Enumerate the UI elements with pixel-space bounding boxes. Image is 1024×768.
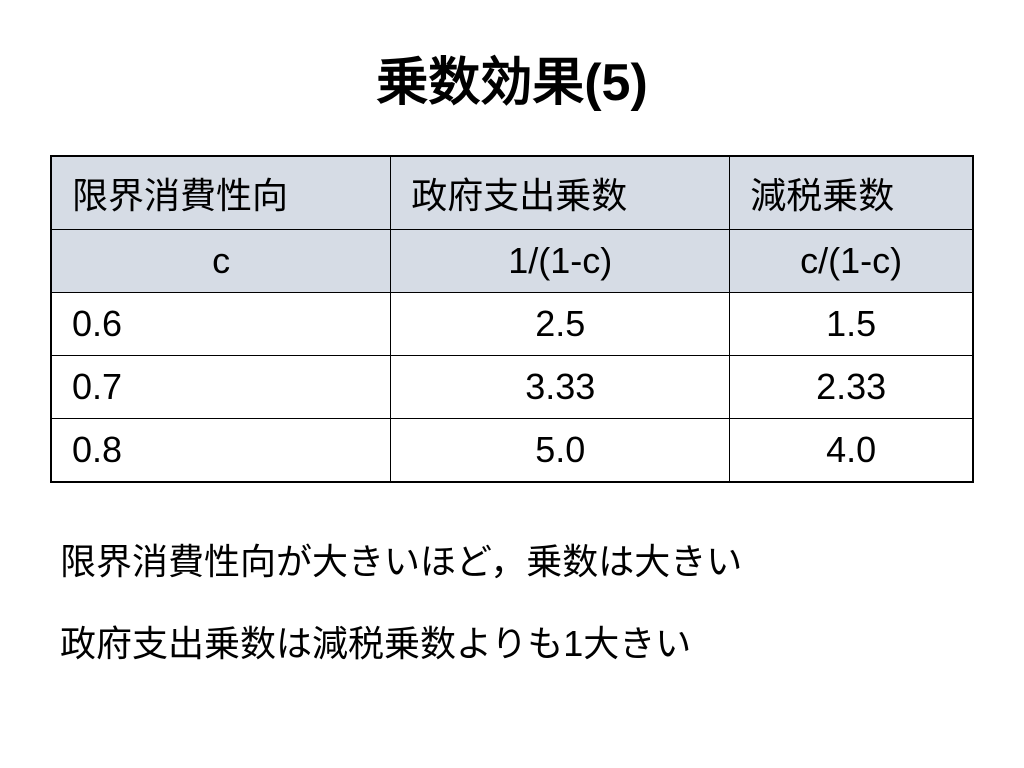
note-line-2: 政府支出乗数は減税乗数よりも1大きい	[60, 615, 974, 667]
note-line-1: 限界消費性向が大きいほど，乗数は大きい	[60, 533, 974, 585]
cell-tax-2: 4.0	[730, 419, 973, 483]
cell-gov-2: 5.0	[391, 419, 730, 483]
formula-c: c	[51, 230, 391, 293]
header-mpc: 限界消費性向	[51, 156, 391, 230]
cell-gov-0: 2.5	[391, 293, 730, 356]
header-tax-multiplier: 減税乗数	[730, 156, 973, 230]
header-gov-multiplier: 政府支出乗数	[391, 156, 730, 230]
table-row: 0.8 5.0 4.0	[51, 419, 973, 483]
formula-gov: 1/(1-c)	[391, 230, 730, 293]
formula-tax: c/(1-c)	[730, 230, 973, 293]
cell-tax-1: 2.33	[730, 356, 973, 419]
table-header-row: 限界消費性向 政府支出乗数 減税乗数	[51, 156, 973, 230]
table-row: 0.7 3.33 2.33	[51, 356, 973, 419]
cell-c-2: 0.8	[51, 419, 391, 483]
cell-gov-1: 3.33	[391, 356, 730, 419]
cell-c-0: 0.6	[51, 293, 391, 356]
cell-c-1: 0.7	[51, 356, 391, 419]
cell-tax-0: 1.5	[730, 293, 973, 356]
table-row: 0.6 2.5 1.5	[51, 293, 973, 356]
notes-section: 限界消費性向が大きいほど，乗数は大きい 政府支出乗数は減税乗数よりも1大きい	[50, 533, 974, 697]
table-formula-row: c 1/(1-c) c/(1-c)	[51, 230, 973, 293]
multiplier-table: 限界消費性向 政府支出乗数 減税乗数 c 1/(1-c) c/(1-c) 0.6…	[50, 155, 974, 483]
page-title: 乗数効果(5)	[376, 40, 648, 115]
multiplier-table-container: 限界消費性向 政府支出乗数 減税乗数 c 1/(1-c) c/(1-c) 0.6…	[50, 155, 974, 483]
